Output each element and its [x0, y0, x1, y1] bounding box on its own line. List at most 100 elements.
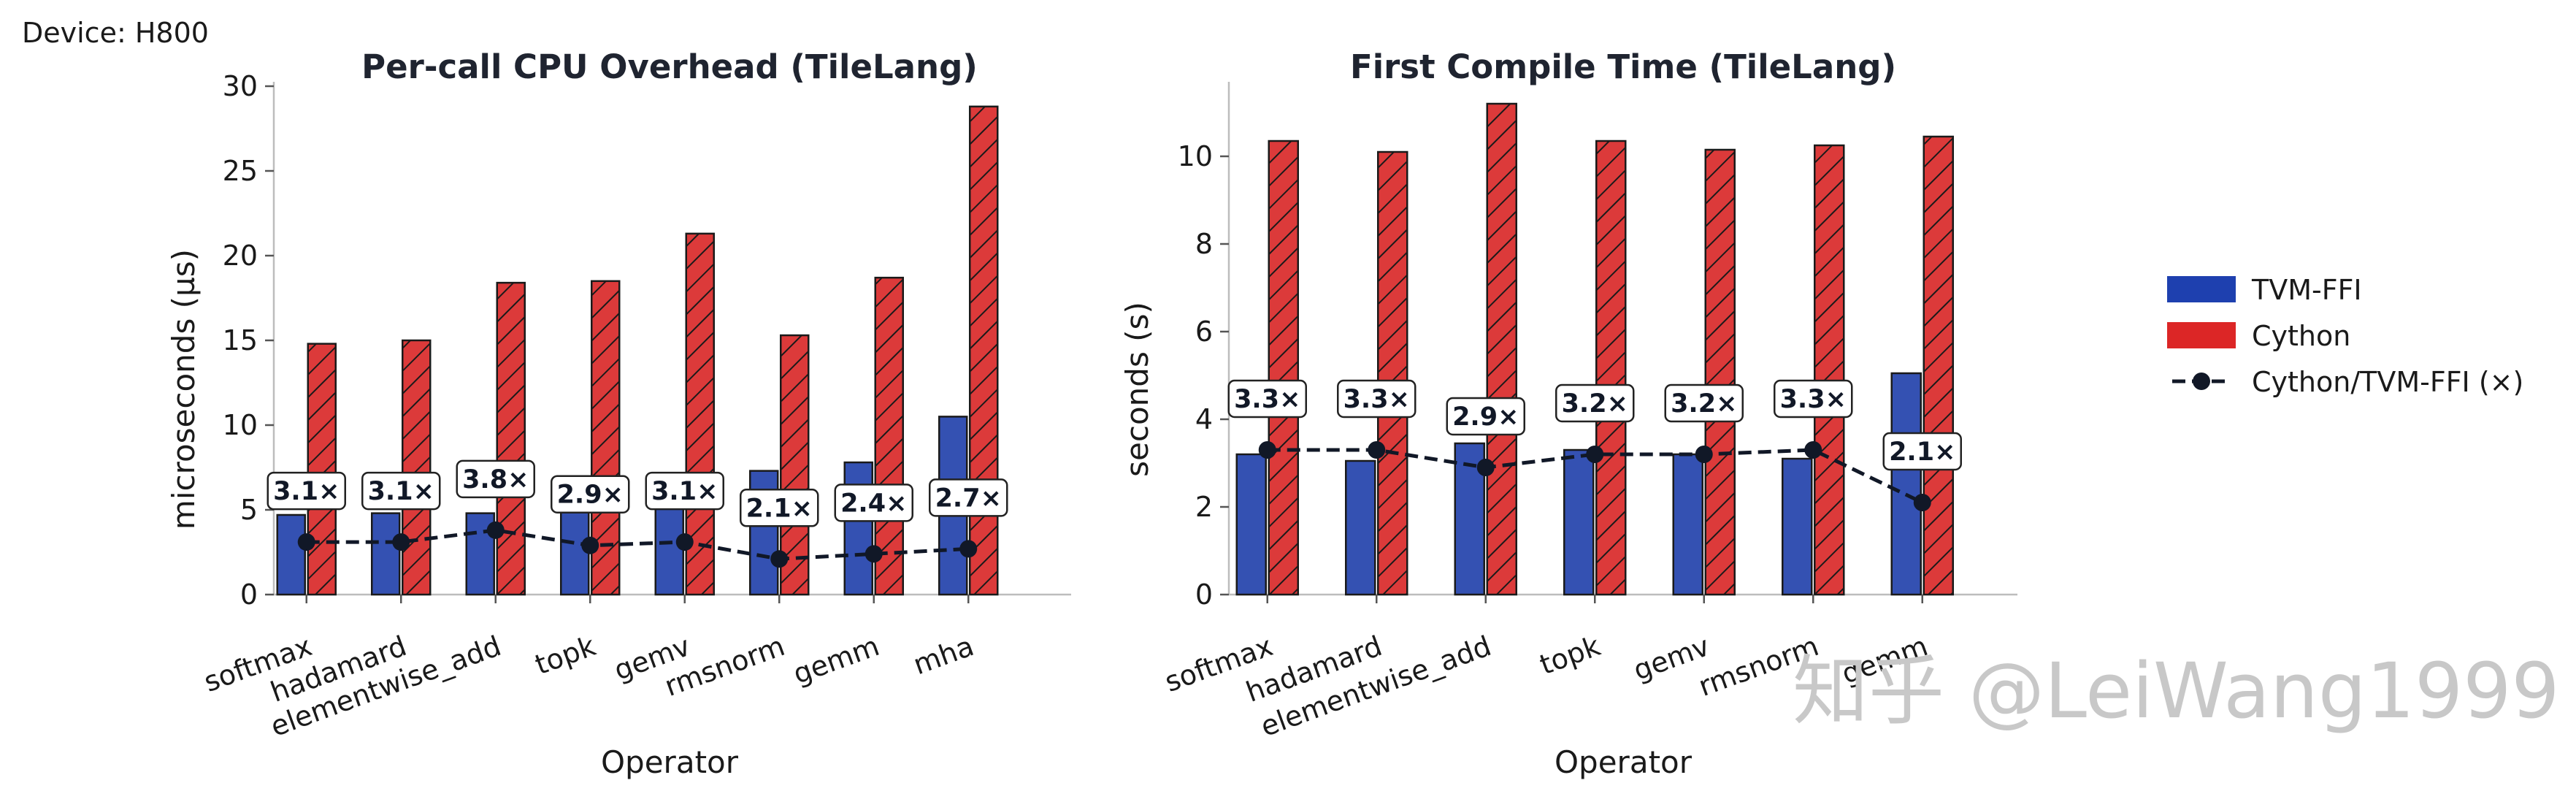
bar-cython: [1268, 140, 1299, 596]
ratio-annotation: 3.2×: [1555, 383, 1635, 423]
ratio-annotation-label: 2.4×: [840, 489, 907, 518]
ratio-annotation-label: 3.1×: [651, 477, 718, 506]
bar-cython: [1486, 102, 1517, 596]
x-tick-label: mha: [909, 630, 978, 681]
ratio-annotation: 3.1×: [645, 471, 724, 511]
ratio-annotation-label: 2.9×: [557, 481, 624, 510]
y-axis-label: seconds (s): [1119, 302, 1155, 477]
watermark: 知乎 @LeiWang1999: [1793, 646, 2560, 736]
bar-cython: [496, 281, 526, 596]
y-tick-label: 10: [223, 409, 258, 441]
ratio-annotation-label: 3.1×: [368, 477, 434, 506]
ratio-annotation-box: [740, 489, 819, 527]
x-tick-label: topk: [1536, 630, 1604, 681]
y-tick-label: 2: [1195, 491, 1213, 523]
ratio-annotation: 3.1×: [361, 471, 441, 511]
bar-cython: [402, 339, 432, 596]
bar-tvm-ffi: [1890, 372, 1922, 596]
bar-cython: [307, 343, 337, 596]
ratio-annotation: 3.3×: [1227, 379, 1307, 419]
y-tick-label: 30: [223, 70, 258, 102]
bar-cython: [969, 105, 999, 596]
bar-cython: [1814, 144, 1845, 596]
ratio-annotation-box: [1774, 379, 1853, 419]
ratio-annotation-label: 2.1×: [1889, 438, 1955, 467]
x-axis-label: Operator: [601, 744, 739, 780]
ratio-marker: [1258, 441, 1276, 459]
ratio-annotation: 2.7×: [929, 478, 1008, 517]
ratio-annotation-box: [929, 478, 1008, 517]
ratio-marker: [770, 550, 789, 568]
ratio-annotation: 3.1×: [267, 471, 346, 511]
ratio-annotation-label: 2.1×: [746, 494, 813, 523]
ratio-marker: [1368, 441, 1386, 459]
ratio-marker: [1586, 446, 1604, 463]
bar-tvm-ffi: [1235, 453, 1267, 596]
y-axis-label: microseconds (µs): [166, 249, 202, 530]
y-tick-label: 4: [1195, 403, 1213, 435]
ratio-marker: [392, 533, 410, 551]
bar-cython: [1377, 150, 1408, 596]
legend-label-tvm: TVM-FFI: [2251, 274, 2362, 306]
y-tick-label: 0: [1195, 578, 1213, 611]
bar-tvm-ffi: [1345, 459, 1376, 596]
y-tick-label: 6: [1195, 316, 1213, 348]
ratio-marker: [1476, 459, 1495, 476]
ratio-annotation-box: [1664, 383, 1744, 423]
y-tick-label: 25: [223, 155, 258, 187]
bar-tvm-ffi: [843, 461, 873, 596]
bar-cython: [1923, 135, 1954, 596]
y-tick-label: 20: [223, 240, 258, 272]
ratio-annotation: 2.9×: [551, 475, 630, 513]
ratio-marker: [1913, 494, 1931, 511]
legend: TVM-FFI Cython Cython/TVM-FFI (×): [2167, 274, 2523, 398]
legend-label-cython: Cython: [2252, 320, 2350, 352]
ratio-annotation-label: 3.3×: [1343, 385, 1410, 414]
x-tick-label: topk: [531, 630, 599, 681]
ratio-marker: [1804, 441, 1822, 459]
chart-title: Per-call CPU Overhead (TileLang): [361, 47, 978, 86]
ratio-annotation: 2.9×: [1446, 397, 1525, 436]
bar-cython: [874, 276, 904, 596]
y-tick-label: 10: [1178, 140, 1213, 172]
ratio-annotation-label: 2.7×: [935, 484, 1002, 513]
ratio-marker: [486, 521, 505, 539]
bar-tvm-ffi: [1782, 457, 1813, 596]
ratio-annotation-box: [1446, 397, 1525, 436]
ratio-marker: [959, 540, 978, 558]
ratio-annotation: 3.3×: [1337, 379, 1417, 419]
bar-tvm-ffi: [1672, 453, 1703, 596]
ratio-line: [306, 528, 969, 561]
y-tick-label: 15: [223, 324, 258, 356]
ratio-marker: [1695, 446, 1713, 463]
ratio-annotation: 3.2×: [1664, 383, 1744, 423]
chart-title: First Compile Time (TileLang): [1350, 47, 1896, 86]
legend-label-ratio: Cython/TVM-FFI (×): [2252, 366, 2523, 398]
ratio-marker: [297, 533, 315, 551]
bar-tvm-ffi: [371, 512, 401, 596]
ratio-annotation-box: [456, 459, 535, 499]
ratio-marker: [865, 545, 883, 563]
ratio-annotation: 3.8×: [456, 459, 535, 499]
x-tick-label: gemm: [789, 630, 883, 690]
ratio-annotation-box: [551, 475, 630, 513]
bar-cython: [1704, 148, 1736, 596]
ratio-annotation-label: 2.9×: [1452, 402, 1519, 432]
bar-tvm-ffi: [1563, 448, 1595, 596]
x-axis-label: Operator: [1555, 744, 1693, 780]
y-tick-label: 0: [240, 578, 258, 611]
ratio-annotation-label: 3.2×: [1562, 389, 1628, 419]
ratio-annotation-box: [1337, 379, 1417, 419]
bar-cython: [685, 232, 715, 596]
ratio-annotation: 3.3×: [1774, 379, 1853, 419]
ratio-annotation-box: [645, 471, 724, 511]
ratio-annotation-box: [1555, 383, 1635, 423]
legend-swatch-cython: [2167, 322, 2236, 348]
ratio-annotation-label: 3.1×: [273, 477, 340, 506]
ratio-annotation-box: [834, 484, 913, 522]
y-tick-label: 5: [240, 494, 258, 526]
y-tick-label: 8: [1195, 228, 1213, 260]
ratio-annotation: 2.4×: [834, 484, 913, 522]
